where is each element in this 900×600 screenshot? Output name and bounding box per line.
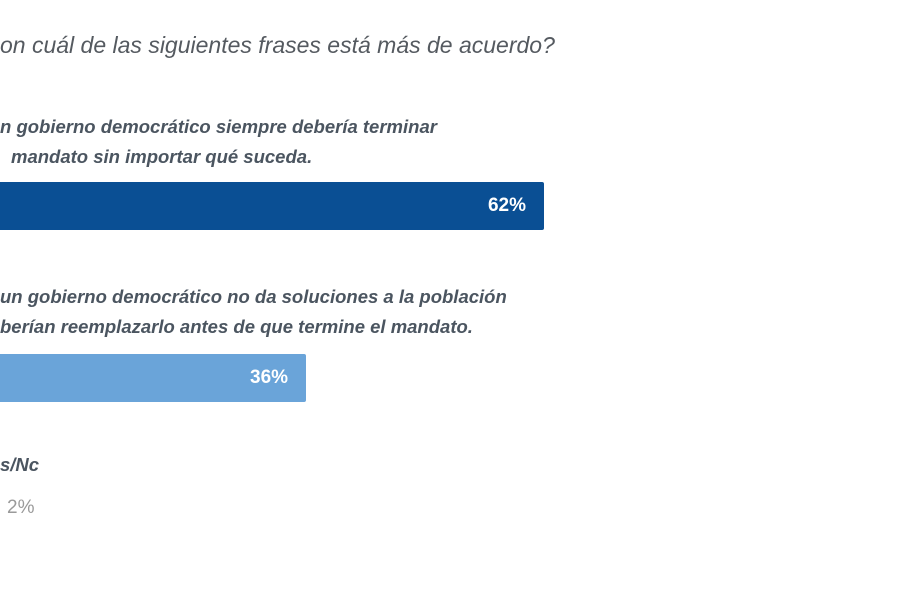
bar — [0, 182, 544, 230]
category-label: s/Nc — [0, 454, 40, 475]
data-label: 2% — [7, 497, 35, 518]
data-label: 36% — [250, 367, 289, 388]
data-label: 62% — [487, 195, 527, 216]
category-label: n gobierno democrático siempre debería t… — [0, 116, 437, 137]
chart-title: on cuál de las siguientes frases está má… — [0, 32, 555, 58]
category-label: mandato sin importar qué suceda. — [11, 146, 313, 167]
bar — [0, 354, 306, 402]
category-label: berían reemplazarlo antes de que termine… — [0, 316, 473, 337]
category-label: un gobierno democrático no da soluciones… — [0, 286, 507, 307]
